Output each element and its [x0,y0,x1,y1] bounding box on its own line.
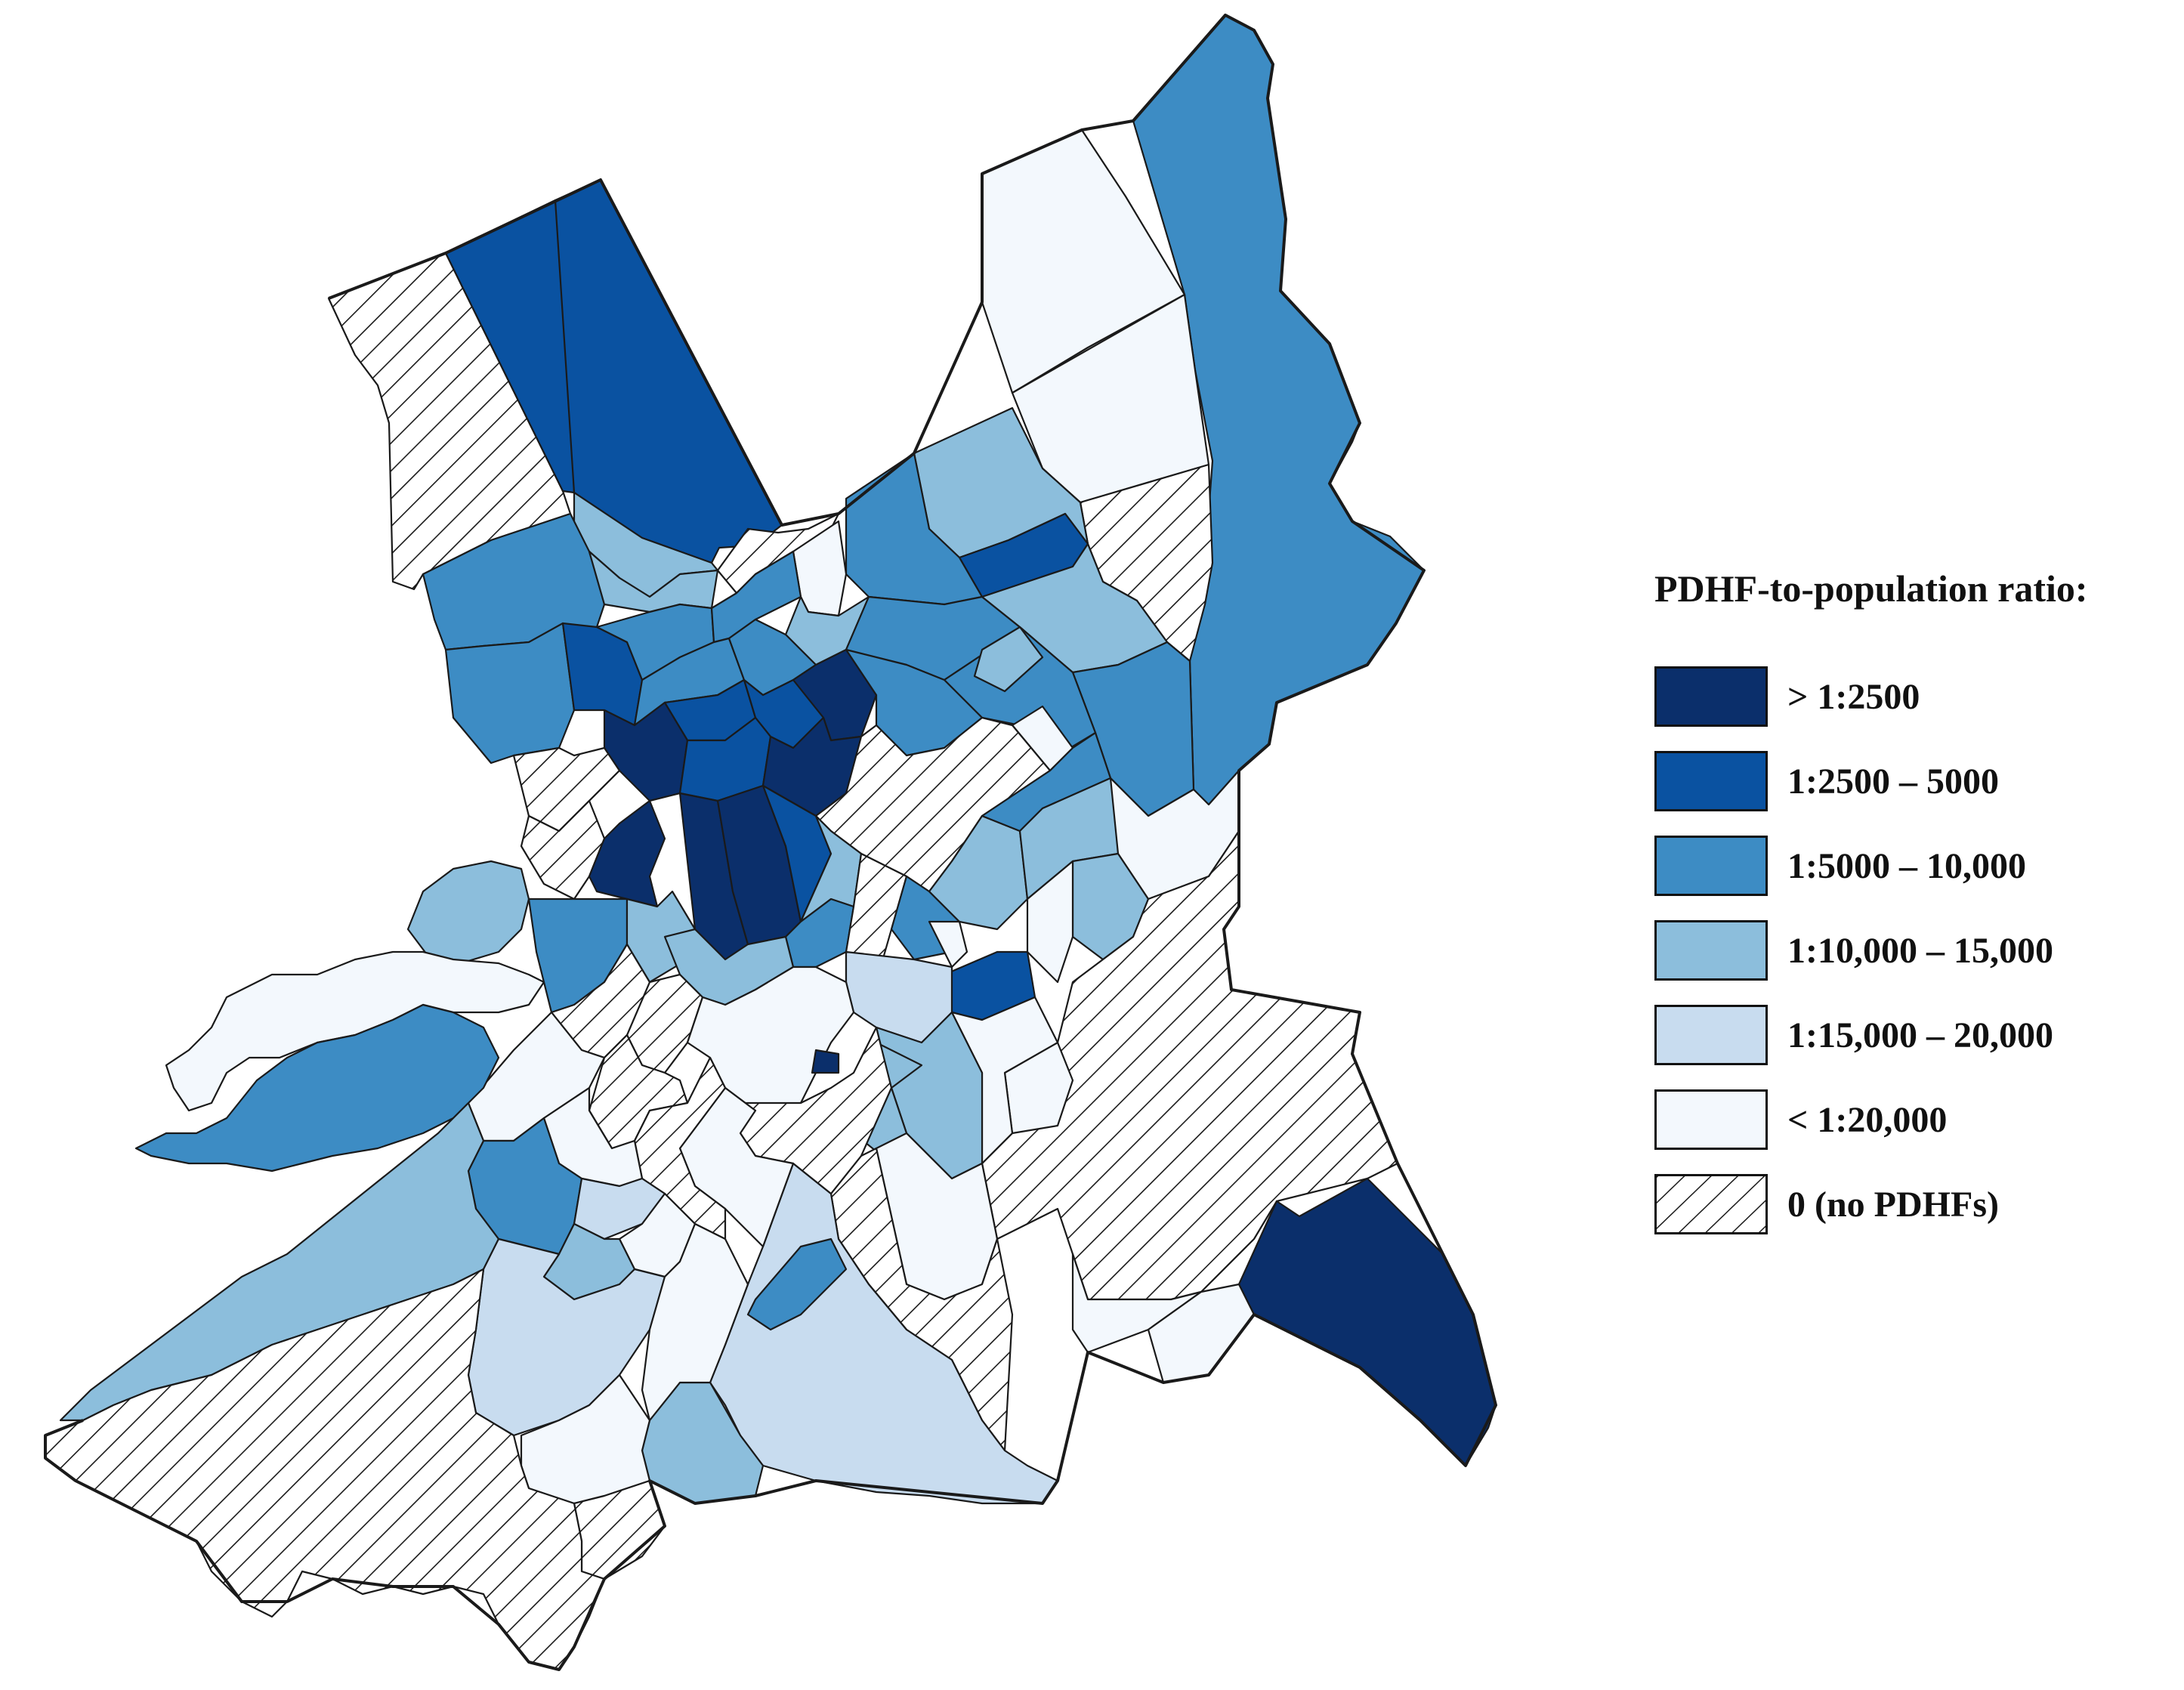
legend-swatch-lightblue [1654,920,1768,981]
legend-swatch-darkblue [1654,751,1768,811]
legend-label: 1:5000 – 10,000 [1787,845,2026,886]
legend-item-over-1-2500: > 1:2500 [1654,654,2168,739]
region-west-lightblue-lobe [406,860,530,965]
legend-label: > 1:2500 [1787,676,1920,717]
region-west-peninsula-medblue [134,1003,500,1172]
legend-label: < 1:20,000 [1787,1099,1948,1140]
legend-swatch-white [1654,1089,1768,1150]
legend-item-no-pdhfs: 0 (no PDHFs) [1654,1162,2168,1247]
legend-item-2500-5000: 1:2500 – 5000 [1654,739,2168,823]
region-sw-white-a [641,1222,749,1422]
legend-swatch-medblue [1654,836,1768,896]
legend-title: PDHF-to-population ratio: [1654,567,2088,610]
legend-label: 0 (no PDHFs) [1787,1184,1999,1225]
legend-item-15000-20000: 1:15,000 – 20,000 [1654,993,2168,1077]
legend-label: 1:2500 – 5000 [1787,761,1999,802]
region-cs-navy-small [811,1049,840,1074]
map-legend: PDHF-to-population ratio: > 1:2500 1:250… [1654,567,2168,1247]
legend-swatch-paleblue [1654,1005,1768,1065]
region-east-lightblue-b [973,626,1044,693]
region-se-navy-tongue [1237,1177,1497,1467]
legend-item-10000-15000: 1:10,000 – 15,000 [1654,908,2168,993]
region-west-navy [588,799,666,908]
legend-swatch-hatched [1654,1174,1768,1234]
region-inner-white-b [928,920,968,969]
region-south-medblue [746,1237,848,1331]
region-west-medblue-b [444,622,576,765]
legend-item-5000-10000: 1:5000 – 10,000 [1654,823,2168,908]
legend-swatch-navy [1654,666,1768,727]
legend-label: 1:10,000 – 15,000 [1787,930,2053,971]
region-ne-white-1 [981,128,1186,394]
city-outer-boundary [44,14,1497,1671]
region-east-white-c [1026,860,1074,984]
legend-label: 1:15,000 – 20,000 [1787,1015,2053,1055]
legend-item-under-1-20000: < 1:20,000 [1654,1077,2168,1162]
